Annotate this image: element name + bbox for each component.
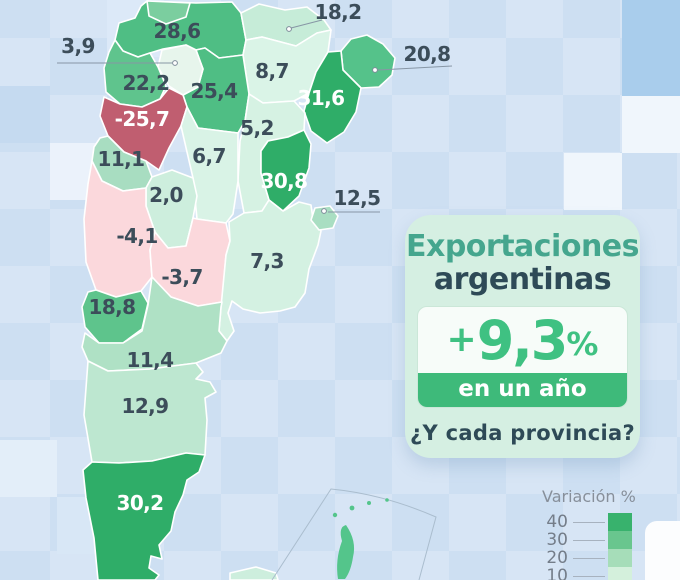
stat-caption-banner: en un año: [418, 372, 627, 407]
panel-title-line2: argentinas: [433, 262, 612, 297]
stat-value: +9,3%: [418, 307, 627, 373]
region-entre-rios: [260, 129, 312, 212]
legend-tick-30: 30: [546, 530, 568, 550]
background-tile: [0, 86, 50, 143]
leader-dot-misiones: [372, 67, 378, 73]
map-label-santa-cruz: 30,2: [116, 491, 165, 515]
leader-line-formosa: [290, 19, 323, 29]
antarctic-peninsula: [337, 525, 355, 579]
map-label-misiones: 20,8: [403, 42, 452, 66]
background-tile: [564, 153, 622, 210]
map-label-san-juan: 11,1: [97, 147, 146, 171]
legend-tick-40: 40: [546, 512, 568, 532]
map-label-rio-negro: 11,4: [126, 348, 175, 372]
antarctic-islet: [385, 498, 389, 502]
map-label-mendoza: -4,1: [116, 224, 158, 248]
map-label-corrientes: 31,6: [297, 86, 346, 110]
map-label-santa-fe: 5,2: [240, 116, 274, 140]
stat-unit: %: [566, 324, 599, 363]
stat-prefix: +: [446, 318, 477, 360]
map-label-chaco: 8,7: [255, 59, 289, 83]
legend: Variación % 40 30 20 10: [540, 487, 636, 580]
legend-swatch: [608, 513, 632, 531]
antarctic-sector-outline: [271, 488, 437, 580]
stat-card: +9,3% en un año: [417, 305, 628, 408]
legend-title: Variación %: [542, 487, 636, 506]
legend-swatch: [608, 567, 632, 580]
leader-line-misiones: [377, 65, 453, 71]
legend-tick-line: [573, 575, 605, 577]
legend-tick-20: 20: [546, 548, 568, 568]
leader-dot-tucuman: [172, 60, 178, 66]
map-label-la-pampa: -3,7: [161, 265, 203, 289]
map-label-tucuman: 3,9: [61, 34, 95, 58]
region-jujuy-tip: [146, 0, 191, 25]
antarctic-islet: [367, 501, 371, 505]
map-label-caba: 12,5: [333, 186, 382, 210]
background-tile: [622, 0, 680, 96]
map-label-neuquen: 18,8: [88, 295, 137, 319]
legend-swatch: [608, 549, 632, 567]
map-label-chubut: 12,9: [121, 394, 170, 418]
background-tile: [622, 96, 680, 153]
legend-tick-10: 10: [546, 566, 568, 580]
stat-number: 9,3: [476, 308, 569, 372]
map-label-buenos-aires: 7,3: [250, 249, 284, 273]
map-label-cordoba: 6,7: [192, 144, 226, 168]
antarctic-islet: [332, 512, 338, 518]
map-label-formosa: 18,2: [314, 0, 363, 24]
antarctic-islet: [349, 505, 355, 511]
region-santa-cruz: [82, 452, 206, 580]
map-label-catamarca: 22,2: [122, 71, 171, 95]
legend-tick-line: [573, 539, 605, 541]
region-tucuman: [157, 44, 204, 96]
legend-color-bar: [608, 513, 632, 580]
background-tile: [0, 440, 57, 497]
legend-tick-line: [573, 521, 605, 523]
leader-dot-caba: [321, 208, 327, 214]
legend-swatch: [608, 531, 632, 549]
panel-title-line1: Exportaciones: [405, 229, 640, 264]
map-label-san-luis: 2,0: [149, 183, 183, 207]
map-label-entre-rios: 30,8: [260, 169, 309, 193]
info-panel: Exportaciones argentinas +9,3% en un año…: [405, 215, 640, 458]
legend-tick-line: [573, 557, 605, 559]
region-tierra-del-fuego: [229, 566, 279, 580]
region-corrientes: [303, 50, 362, 144]
map-label-salta: 28,6: [153, 19, 202, 43]
leader-dot-formosa: [286, 26, 292, 32]
panel-question: ¿Y cada provincia?: [410, 420, 635, 445]
map-label-santiago-del-estero: 25,4: [190, 79, 239, 103]
corner-card: [645, 521, 680, 580]
map-label-la-rioja: -25,7: [114, 107, 170, 131]
